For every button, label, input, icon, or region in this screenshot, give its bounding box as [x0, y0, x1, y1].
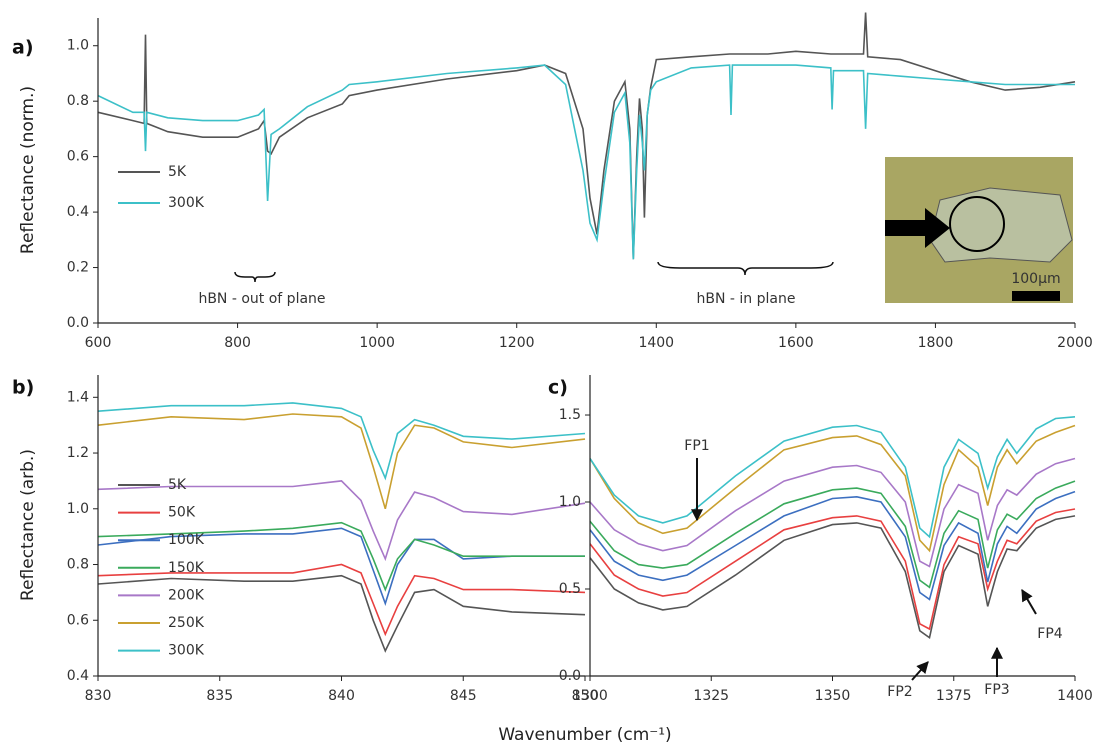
series-line [97, 402, 586, 481]
legend-label: 200K [168, 587, 205, 603]
panel-label: c) [548, 377, 568, 399]
x-tick-label: 840 [328, 688, 355, 704]
y-tick-label: 0.6 [67, 149, 89, 165]
inset-photo [885, 157, 1073, 303]
y-tick-label: 1.2 [67, 445, 89, 461]
legend-label: 5K [168, 477, 187, 493]
annotation: FP1 [684, 438, 709, 454]
x-tick-label: 1400 [1057, 688, 1093, 704]
series-line [97, 521, 585, 592]
series-line [589, 457, 1076, 568]
annotation: hBN - in plane [697, 291, 796, 307]
series-line [97, 563, 586, 637]
series-line [589, 416, 1076, 539]
annotation: FP3 [984, 682, 1009, 698]
series-line [589, 508, 1076, 631]
x-tick-label: 830 [85, 688, 112, 704]
series-line [97, 413, 586, 510]
series-line [97, 574, 586, 653]
annotation: FP4 [1037, 626, 1062, 642]
y-tick-label: 0.0 [67, 315, 89, 331]
y-tick-label: 0.0 [559, 668, 581, 684]
scale-label: 100µm [1011, 271, 1060, 287]
series-line [97, 527, 585, 607]
y-axis-label: Reflectance (arb.) [18, 449, 38, 601]
x-tick-label: 1000 [359, 335, 395, 351]
annotation-arrow [1021, 588, 1037, 615]
legend-label: 300K [168, 643, 205, 659]
series-line [97, 64, 1075, 260]
legend-label: 150K [168, 560, 205, 576]
x-tick-label: 1325 [693, 688, 729, 704]
series-line [589, 424, 1076, 553]
y-tick-label: 1.5 [559, 407, 581, 423]
y-tick-label: 0.8 [67, 93, 89, 109]
y-tick-label: 1.4 [67, 389, 89, 405]
annotation-arrow [911, 661, 929, 681]
y-tick-label: 0.6 [67, 612, 89, 628]
x-tick-label: 1350 [815, 688, 851, 704]
series-line [97, 480, 586, 562]
x-tick-label: 600 [85, 335, 112, 351]
y-tick-label: 0.4 [67, 668, 89, 684]
panel-label: b) [12, 377, 34, 399]
y-tick-label: 0.8 [67, 557, 89, 573]
brace [234, 271, 276, 283]
y-tick-label: 1.0 [67, 38, 89, 54]
x-tick-label: 850 [572, 688, 599, 704]
x-tick-label: 845 [450, 688, 477, 704]
series-line [589, 490, 1076, 601]
x-tick-label: 1375 [936, 688, 972, 704]
x-tick-label: 800 [224, 335, 251, 351]
series-line [589, 515, 1076, 640]
y-tick-label: 0.5 [559, 581, 581, 597]
series-line [589, 480, 1076, 589]
y-tick-label: 1.0 [559, 494, 581, 510]
x-tick-label: 1200 [499, 335, 535, 351]
x-tick-label: 1300 [572, 688, 608, 704]
legend-label: 300K [168, 195, 205, 211]
y-tick-label: 0.4 [67, 204, 89, 220]
x-tick-label: 2000 [1057, 335, 1093, 351]
series-line [97, 12, 1076, 260]
legend-label: 50K [168, 505, 196, 521]
x-tick-label: 1600 [778, 335, 814, 351]
legend-label: 250K [168, 615, 205, 631]
x-tick-label: 1800 [918, 335, 954, 351]
x-axis-label: Wavenumber (cm⁻¹) [498, 725, 671, 745]
annotation: FP2 [887, 684, 912, 700]
x-tick-label: 835 [206, 688, 233, 704]
legend-label: 5K [168, 164, 187, 180]
x-tick-label: 1400 [638, 335, 674, 351]
y-axis-label: Reflectance (norm.) [18, 86, 38, 254]
y-tick-label: 1.0 [67, 501, 89, 517]
y-tick-label: 0.2 [67, 260, 89, 276]
legend-label: 100K [168, 532, 205, 548]
brace [657, 261, 834, 276]
panel-label: a) [12, 37, 34, 59]
annotation: hBN - out of plane [198, 291, 325, 307]
